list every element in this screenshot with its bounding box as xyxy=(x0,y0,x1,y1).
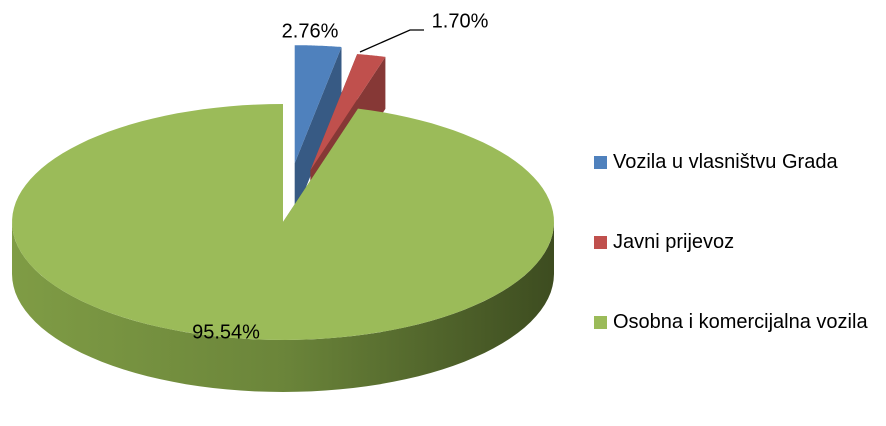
legend-swatch xyxy=(594,236,607,249)
slice xyxy=(294,45,342,164)
slice-wall xyxy=(12,222,554,392)
pie-tops xyxy=(12,45,555,340)
data-labels: 2.76% 1.70% 95.54% xyxy=(192,10,488,343)
slice xyxy=(310,54,386,171)
legend-item: Vozila u vlasništvu Grada xyxy=(594,150,884,175)
legend-label: Javni prijevoz xyxy=(613,231,735,253)
legend-label: Osobna i komercijalna vozila xyxy=(613,311,868,333)
slice-side xyxy=(294,47,342,216)
data-label: 2.76% xyxy=(282,20,339,42)
slice xyxy=(12,104,555,340)
leader-line xyxy=(359,29,424,53)
legend-item: Javni prijevoz xyxy=(594,230,884,255)
data-label: 95.54% xyxy=(192,321,260,343)
data-label: 1.70% xyxy=(432,10,489,32)
legend-swatch xyxy=(594,316,607,329)
legend-item: Osobna i komercijalna vozila xyxy=(594,310,884,335)
legend-label: Vozila u vlasništvu Grada xyxy=(613,151,838,173)
legend-swatch xyxy=(594,156,607,169)
